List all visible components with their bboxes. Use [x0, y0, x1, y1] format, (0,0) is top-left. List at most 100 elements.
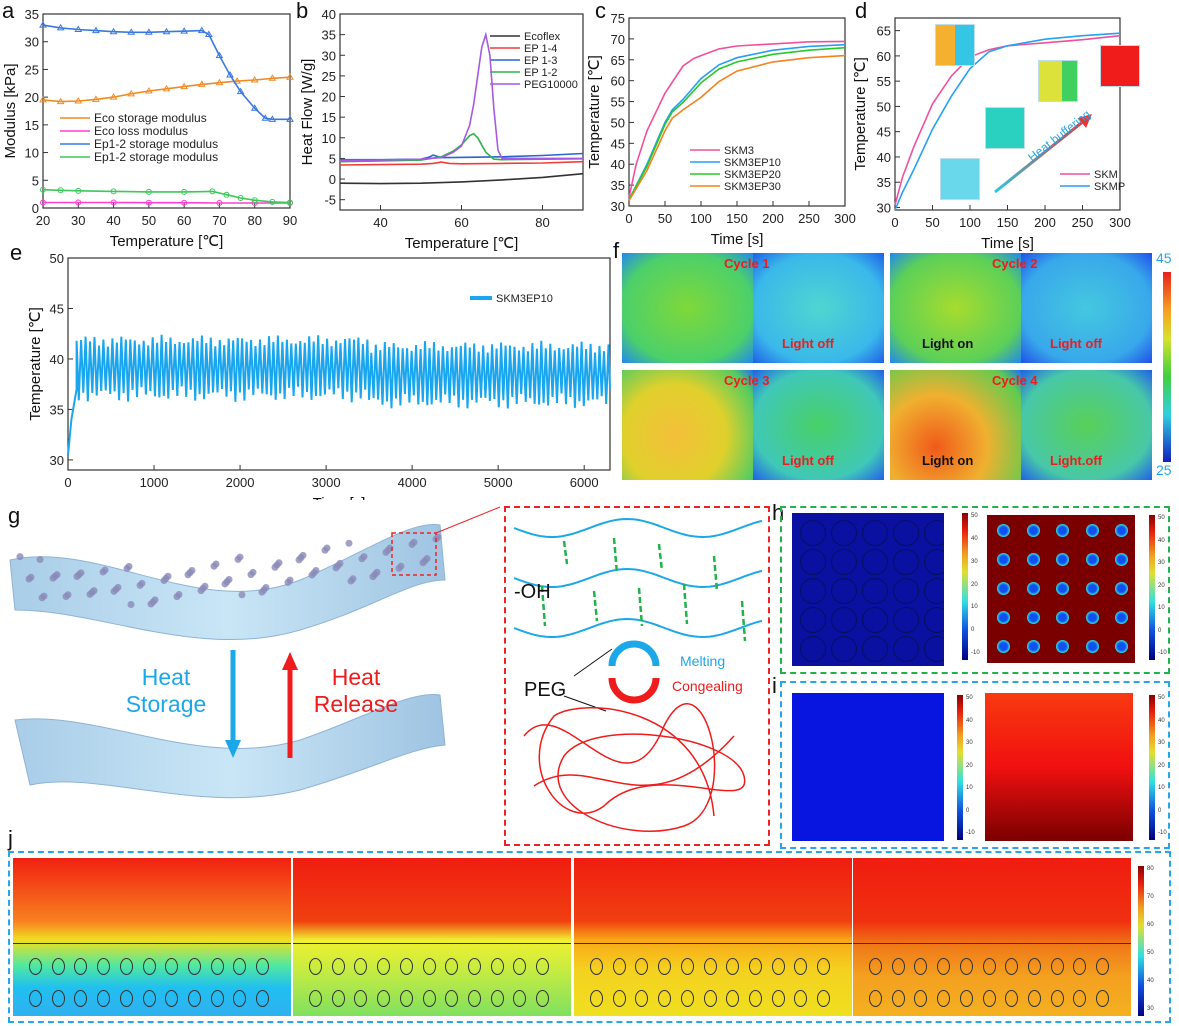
y-tick-label: 10 — [322, 131, 336, 146]
capsule-cold-core — [1056, 524, 1069, 537]
legend-label: PEG10000 — [524, 79, 578, 91]
colorbar — [1138, 866, 1144, 1016]
y-axis-label: Temperature [℃] — [27, 307, 44, 421]
legend-label: Ep1-2 storage modulus — [94, 150, 218, 164]
colorbar-tick-label: 0 — [966, 807, 970, 814]
capsule-outline — [612, 958, 626, 975]
x-tick-label: 150 — [726, 211, 748, 226]
capsule-outline — [1027, 958, 1041, 975]
data-point — [56, 23, 65, 31]
y-tick-label: 65 — [611, 53, 625, 68]
series-line-skm3 — [628, 40, 846, 198]
data-point — [197, 26, 206, 34]
capsule-outline — [893, 636, 919, 662]
y-tick-label: 30 — [322, 48, 336, 63]
peg-particle — [295, 556, 303, 564]
peg-particle — [123, 564, 131, 572]
x-axis-label: Time [s] — [711, 231, 764, 248]
light-off-label: Light off — [1050, 336, 1102, 351]
hydrogen-bond — [657, 543, 664, 572]
capsule-outline — [703, 958, 717, 975]
series-line-skm3ep30 — [628, 54, 846, 202]
hydrogen-bond — [637, 587, 644, 627]
data-point — [144, 28, 153, 35]
colorbar-tick-label: 40 — [1147, 978, 1154, 984]
data-point — [250, 75, 259, 83]
capsule-outline — [445, 990, 459, 1007]
capsule-outline — [817, 990, 830, 1007]
x-tick-label: 40 — [373, 215, 387, 230]
chart-a: 20 30 40 50 60 70 80 90 0 5 10 15 20 25 30 35 Temperatur… — [2, 7, 297, 250]
colorbar-tick-label: -10 — [1158, 830, 1167, 836]
colorbar — [1149, 695, 1155, 840]
y-tick-label: 25 — [25, 62, 39, 77]
legend-label: SKM3EP10 — [724, 157, 781, 169]
capsule-outline — [862, 578, 888, 604]
capsule-outline — [914, 990, 928, 1007]
colorbar — [1149, 515, 1155, 660]
peg-particle — [408, 540, 416, 548]
x-axis-label: Time [s] — [981, 235, 1034, 252]
data-point — [92, 95, 100, 102]
capsule-outline — [982, 958, 996, 975]
capsule-outline — [831, 636, 857, 662]
y-tick-label: 40 — [611, 157, 625, 172]
cycle-label: Cycle 4 — [992, 373, 1038, 388]
capsule-outline — [959, 990, 973, 1007]
panel-j-box — [8, 851, 1171, 1023]
panel-label-i: i — [772, 673, 777, 698]
panel-i-box — [780, 681, 1170, 849]
x-tick-label: 0 — [64, 475, 71, 490]
y-tick-label: 0 — [32, 201, 39, 216]
x-tick-label: 20 — [36, 213, 50, 228]
capsule-outline — [800, 578, 826, 604]
capsule-outline — [748, 990, 762, 1007]
y-axis-label: Temperature [℃] — [586, 55, 603, 169]
capsule-cold-core — [1085, 611, 1099, 624]
polymer-chain — [513, 517, 763, 539]
capsule-outline — [869, 990, 882, 1007]
y-tick-label: 25 — [322, 69, 336, 84]
light-off-label: Light off — [782, 336, 834, 351]
capsule-outline — [726, 958, 740, 975]
temperature-map-2 — [293, 858, 571, 1016]
heat-storage-label: Heat Storage — [126, 664, 207, 717]
series-line-ep-1-4 — [339, 160, 584, 166]
capsule-outline — [612, 990, 626, 1007]
colorbar-tick-label: 20 — [966, 762, 973, 769]
peg-particle — [332, 564, 340, 572]
hydrogen-bond — [592, 590, 599, 622]
capsule-outline — [377, 990, 391, 1007]
peg-particle — [49, 574, 57, 582]
capsule-outline — [29, 958, 42, 975]
peg-particle — [258, 588, 266, 596]
data-point — [75, 187, 82, 194]
simulation-map-h-cold — [792, 513, 944, 666]
congealing-arrow — [608, 677, 660, 704]
capsule-outline — [1073, 958, 1087, 975]
heat-release-label: Heat Release — [314, 664, 398, 717]
layer-boundary — [13, 943, 291, 944]
y-tick-label: 30 — [877, 200, 891, 215]
capsule-outline — [29, 990, 42, 1007]
capsule-outline — [658, 990, 672, 1007]
data-point — [287, 199, 293, 206]
colorbar — [962, 513, 968, 660]
thermal-image-cycle-3-on — [622, 370, 753, 480]
chart-b: 40 60 80 -5 0 5 10 15 20 25 30 35 40 Temperature [℃] H… — [299, 7, 584, 252]
series-line-ep-1-2 — [339, 132, 584, 163]
data-point — [226, 70, 234, 78]
capsule-outline — [893, 520, 919, 546]
series-line-skm3ep10 — [628, 43, 846, 201]
colorbar-tick-label: 30 — [1158, 560, 1165, 566]
x-tick-label: 80 — [535, 215, 549, 230]
colorbar-tick-label: 20 — [971, 581, 978, 588]
capsule-outline — [467, 990, 481, 1007]
x-tick-label: 50 — [925, 215, 939, 230]
cycle-label: Cycle 1 — [724, 256, 770, 271]
capsule-outline — [771, 958, 785, 975]
thermal-inset — [985, 107, 1025, 149]
legend-label: SKM3 — [724, 145, 754, 157]
data-point — [180, 27, 189, 34]
legend-label: SKM3EP20 — [724, 169, 781, 181]
